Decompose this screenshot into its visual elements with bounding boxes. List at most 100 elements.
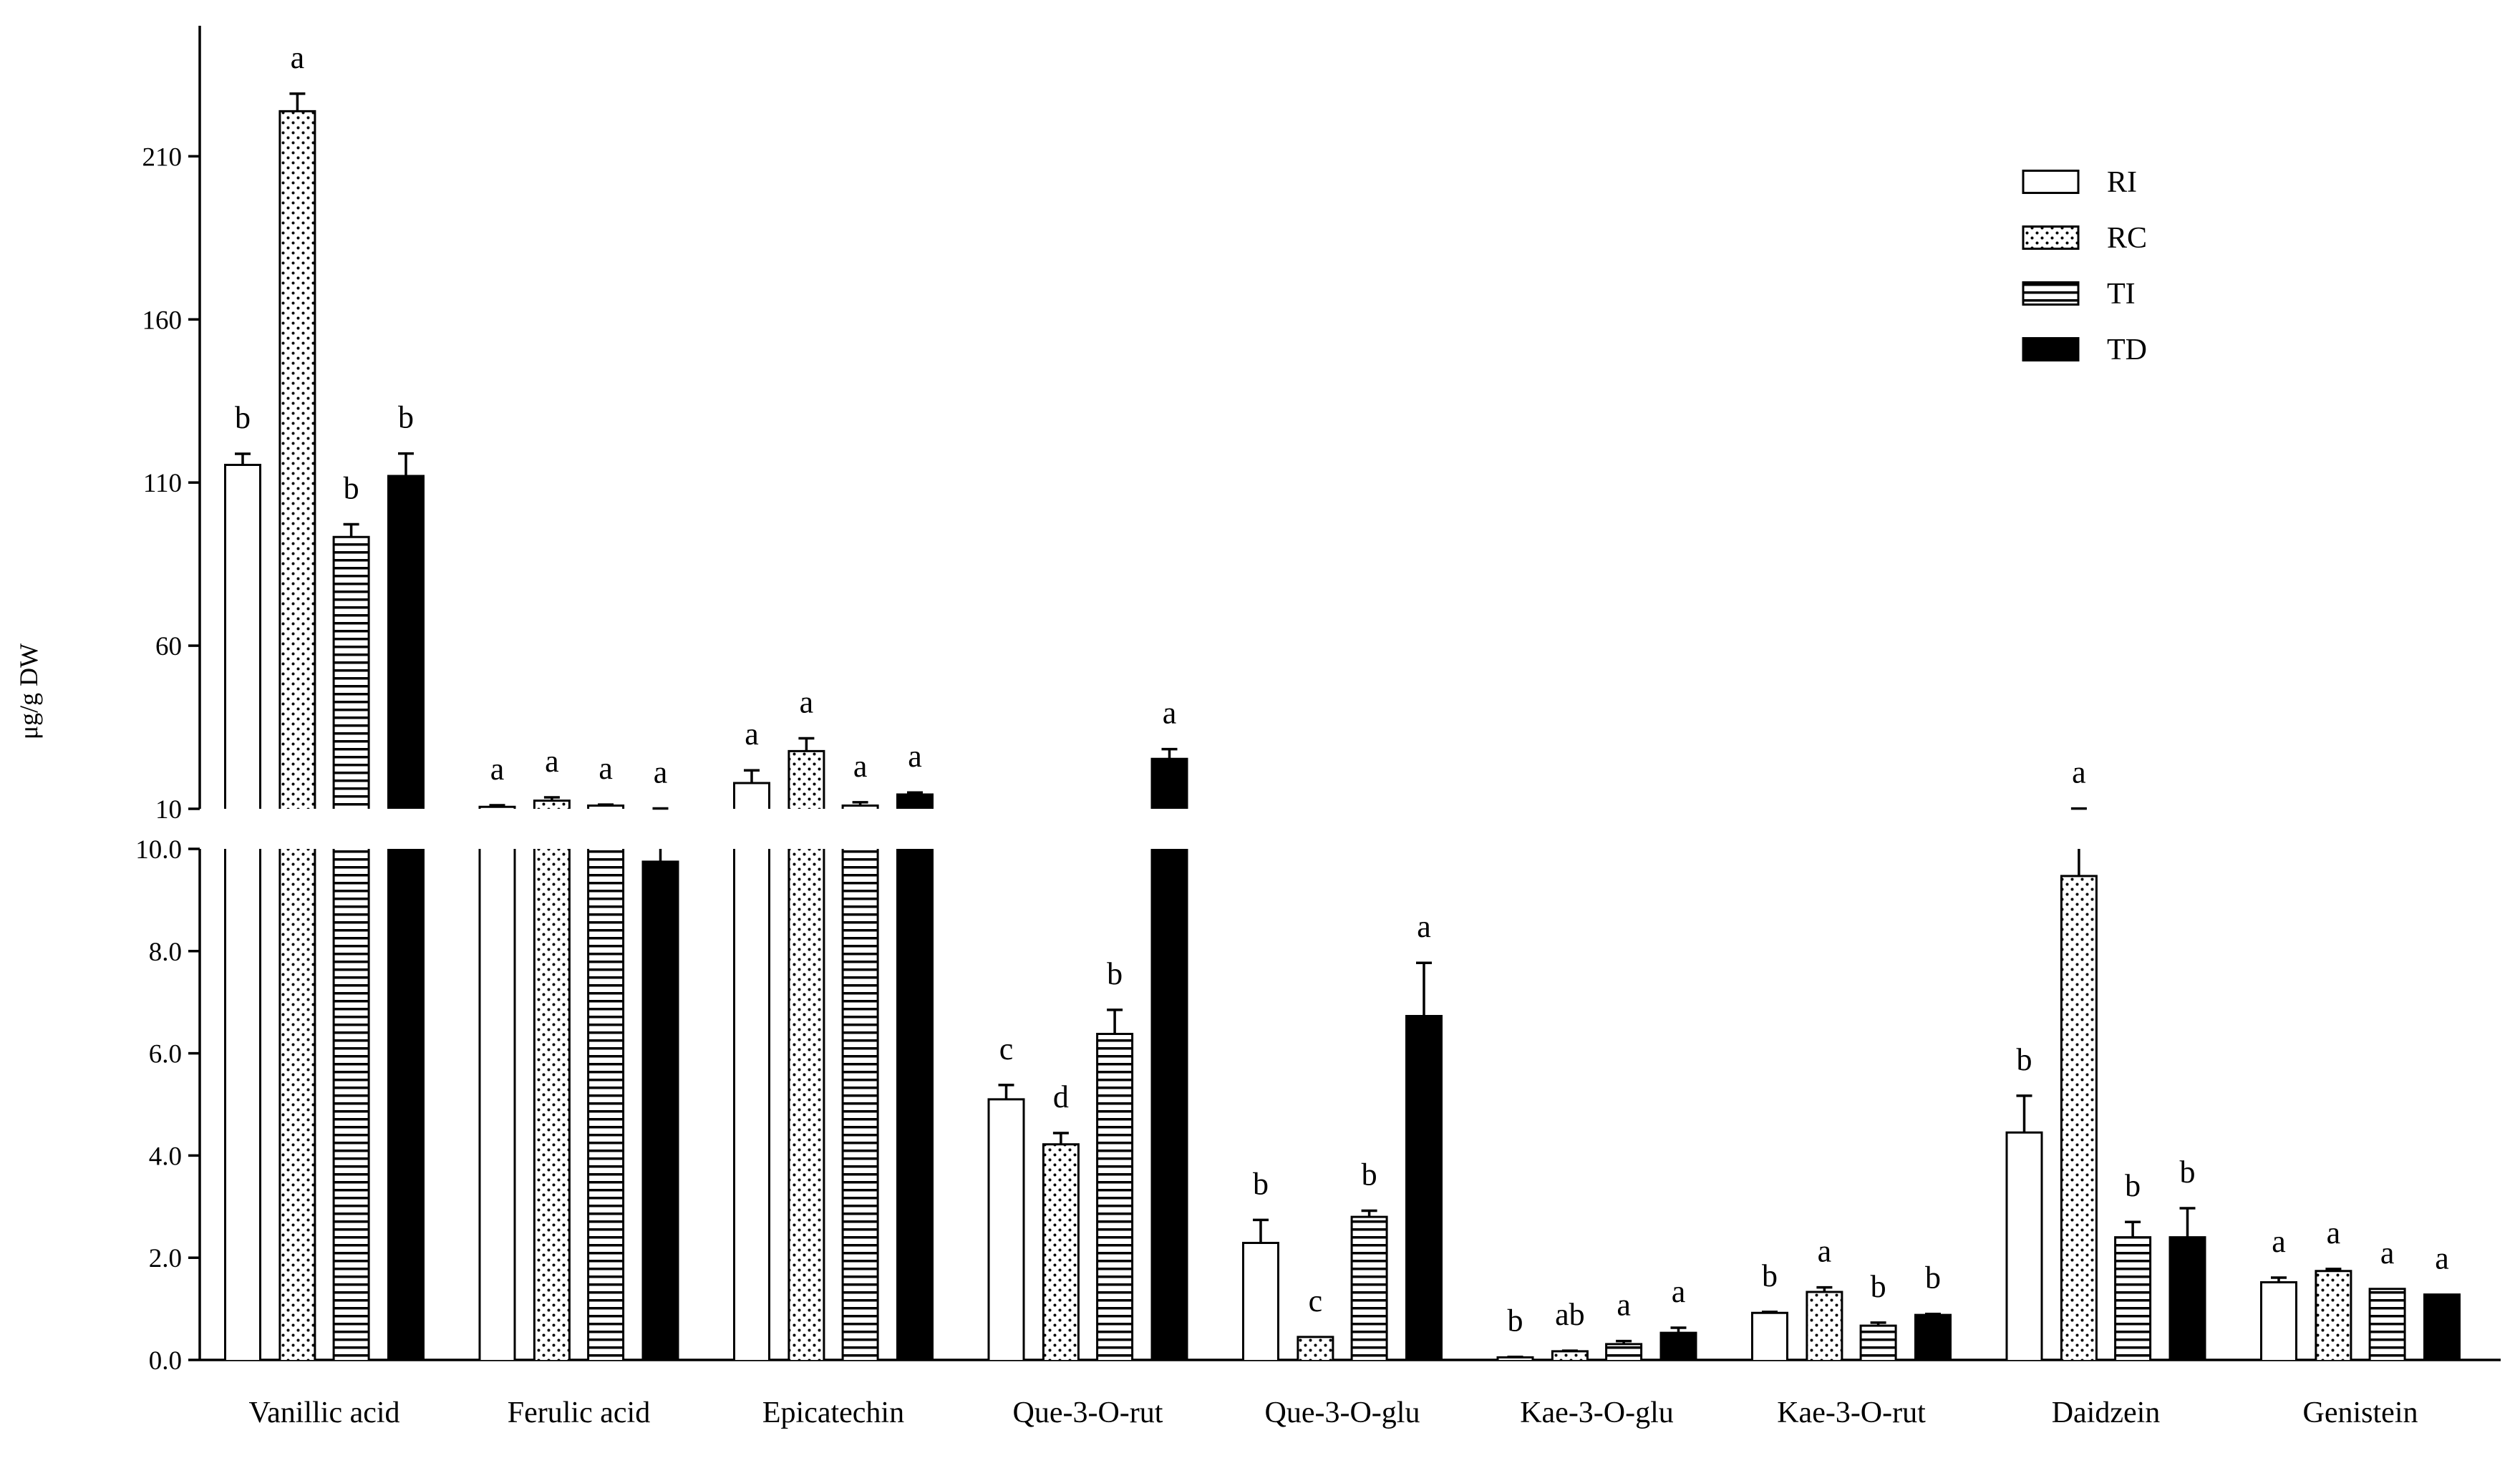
bar-fill	[2261, 1282, 2297, 1360]
bar-fill-lower	[225, 849, 261, 1360]
bar-s1-c0	[278, 110, 316, 1360]
error-bar-s3-c5	[1670, 1326, 1687, 1333]
bar-outline	[1806, 1291, 1843, 1360]
bar-fill	[2315, 1270, 2351, 1360]
error-bar-s0-c6	[1762, 1311, 1778, 1313]
error-bar-s2-c5	[1616, 1339, 1632, 1344]
significance-letter-s3-c2: a	[908, 739, 922, 774]
significance-letter-s2-c5: a	[1617, 1288, 1631, 1323]
significance-letter-s0-c8: a	[2272, 1224, 2286, 1259]
legend-item-s0: RI	[2022, 166, 2137, 199]
bar-fill-lower	[788, 849, 824, 1360]
significance-letter-s0-c0: b	[235, 400, 251, 435]
bar-s0-c1	[478, 805, 516, 1360]
significance-letter-s0-c1: a	[490, 752, 505, 787]
bar-s3-c7	[2168, 1236, 2206, 1360]
significance-letter-s3-c1: a	[654, 755, 668, 790]
bar-fill-lower	[588, 849, 624, 1360]
bar-outline	[1659, 1331, 1697, 1360]
significance-letter-s2-c8: a	[2380, 1235, 2395, 1270]
bar-fill	[1752, 1313, 1788, 1360]
bar-fill	[1352, 1217, 1387, 1360]
bar-fill	[643, 861, 678, 1360]
bar-fill	[1243, 1243, 1279, 1360]
error-bar-s0-c2	[744, 769, 760, 783]
bar-fill-upper	[388, 476, 424, 809]
bar-fill-upper	[588, 805, 624, 809]
bar-s0-c8	[2260, 1280, 2297, 1360]
bar-s0-c4	[1242, 1241, 1279, 1360]
significance-letter-s1-c5: ab	[1555, 1297, 1585, 1332]
bar-fill	[1806, 1292, 1842, 1360]
bar-fill	[1661, 1333, 1696, 1360]
bar-outline	[788, 749, 825, 1360]
legend-label: TD	[2107, 334, 2147, 366]
error-bar-s3-c0	[398, 452, 414, 477]
bar-fill	[1606, 1343, 1642, 1360]
significance-letter-s0-c2: a	[745, 716, 759, 752]
bar-s3-c2	[896, 793, 934, 1360]
y-tick-label-upper: 60	[155, 632, 182, 661]
bars	[224, 110, 2461, 1360]
bar-s3-c1	[641, 860, 679, 1360]
bar-fill-upper	[734, 782, 770, 809]
y-tick-label-upper: 10	[155, 795, 182, 825]
bar-fill-lower	[480, 849, 515, 1360]
y-tick-label-upper: 160	[142, 306, 183, 335]
bar-s1-c4	[1297, 1336, 1334, 1360]
bar-s0-c0	[224, 464, 261, 1360]
x-category-label: Daidzein	[2052, 1396, 2161, 1429]
bar-fill-lower	[897, 849, 933, 1360]
error-bar-s2-c6	[1870, 1321, 1886, 1326]
bar-outline	[2368, 1288, 2406, 1360]
error-bar-s0-c4	[1253, 1218, 1269, 1243]
bar-fill	[1861, 1326, 1896, 1360]
x-category-label: Epicatechin	[762, 1396, 904, 1429]
error-bar-s0-c5	[1507, 1355, 1523, 1359]
bar-fill	[989, 1099, 1024, 1360]
bar-s2-c4	[1350, 1215, 1388, 1360]
error-bar-s3-c3	[1161, 747, 1178, 759]
error-bar-s2-c4	[1361, 1209, 1377, 1218]
bar-outline	[1150, 757, 1188, 1360]
bar-fill	[2115, 1237, 2151, 1360]
bar-s0-c6	[1751, 1311, 1788, 1360]
error-bar-s1-c2	[798, 737, 815, 752]
significance-letter-s2-c4: b	[1362, 1157, 1377, 1192]
error-bar-s3-c2	[907, 791, 923, 794]
significance-letter-s3-c6: b	[1925, 1260, 1941, 1296]
bar-s0-c7	[2005, 1131, 2043, 1360]
y-tick-label-lower: 8.0	[149, 938, 182, 967]
error-bar-s3-c6	[1925, 1312, 1941, 1316]
significance-letter-s2-c1: a	[598, 751, 613, 786]
significance-letter-s1-c8: a	[2327, 1215, 2341, 1250]
bar-s2-c6	[1859, 1324, 1897, 1360]
bar-s3-c5	[1659, 1331, 1697, 1360]
bar-s2-c5	[1605, 1343, 1643, 1360]
legend-item-s2: TI	[2022, 278, 2136, 311]
axes: 10 60 110 160 210 0.0 2.0 4.0 6.0 8.0 10.0 Vanillic…	[135, 26, 2501, 1429]
y-tick-label-upper: 110	[143, 469, 182, 498]
legend-item-s1: RC	[2022, 222, 2147, 255]
significance-letter-s0-c5: b	[1508, 1303, 1523, 1338]
bar-fill-lower	[334, 849, 369, 1360]
bar-s0-c3	[987, 1098, 1025, 1360]
error-bars	[235, 92, 2342, 1359]
legend-swatch	[2022, 281, 2080, 306]
bar-s1-c6	[1806, 1291, 1843, 1360]
bar-fill	[2170, 1237, 2205, 1360]
significance-letter-s1-c4: c	[1309, 1283, 1323, 1318]
x-category-label: Vanillic acid	[248, 1396, 399, 1429]
bar-s1-c1	[533, 800, 571, 1360]
significance-letter-s2-c2: a	[853, 749, 868, 784]
significance-letter-s1-c6: a	[1818, 1234, 1832, 1269]
bar-s3-c6	[1914, 1313, 1952, 1360]
error-bar-s0-c1	[489, 804, 505, 807]
bar-outline	[1096, 1032, 1134, 1360]
y-tick-label-upper: 210	[142, 142, 183, 172]
x-category-label: Kae-3-O-glu	[1520, 1396, 1674, 1429]
bar-fill	[1915, 1315, 1951, 1360]
significance-letter-s1-c2: a	[800, 685, 814, 720]
